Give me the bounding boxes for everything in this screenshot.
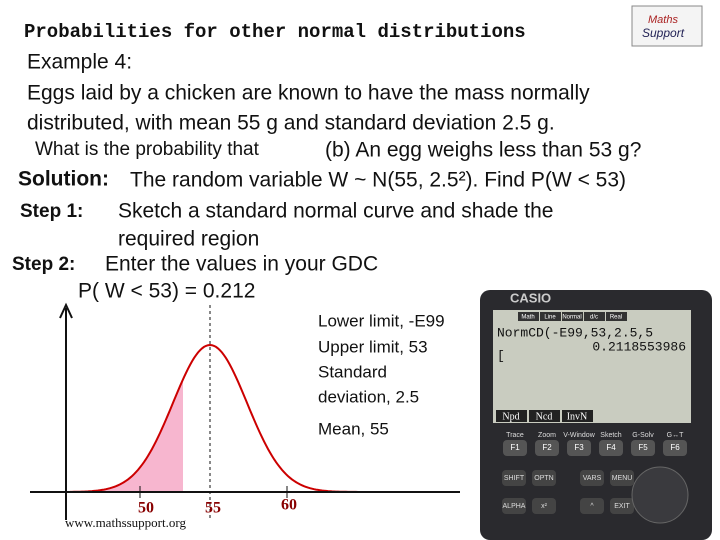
side-key [502, 498, 526, 514]
problem-line: What is the probability that [35, 139, 260, 160]
note: Upper limit, 53 [318, 337, 428, 356]
soft-key-label: Ncd [536, 411, 553, 422]
f-key-label: F1 [510, 443, 520, 452]
f-key [503, 440, 527, 456]
f-key-label: F5 [638, 443, 648, 452]
side-key-label: SHIFT [504, 475, 525, 482]
step-text: Enter the values in your GDC [105, 253, 378, 276]
sketch-label: 55 [205, 500, 221, 517]
side-key [580, 498, 604, 514]
soft-key [529, 410, 560, 422]
note: Lower limit, -E99 [318, 311, 445, 330]
side-key-label: VARS [583, 475, 602, 482]
arrow [59, 302, 73, 319]
note: Mean, 55 [318, 419, 389, 438]
key-label: G-Solv [632, 432, 654, 439]
sketch-label: 50 [138, 500, 154, 517]
step-label: Step 1: [20, 201, 83, 222]
f-key-label: F2 [542, 443, 552, 452]
logo-text: Support [642, 26, 685, 40]
note: deviation, 2.5 [318, 387, 419, 406]
side-key [610, 470, 634, 486]
screen-output: 0.2118553986 [592, 339, 686, 354]
menu-tab [562, 312, 583, 321]
d-pad [631, 466, 689, 524]
sketch-label: 60 [281, 497, 297, 514]
soft-key-label: InvN [567, 411, 588, 422]
title: Probabilities for other normal distribut… [24, 21, 526, 43]
website: www.mathssupport.org [65, 515, 186, 530]
problem-line: Eggs laid by a chicken are known to have… [27, 82, 590, 105]
side-key-label: ^ [590, 503, 594, 510]
side-key [610, 498, 634, 514]
solution-label: Solution: [18, 168, 109, 191]
side-key-label: ALPHA [503, 503, 526, 510]
key-label: Sketch [600, 432, 622, 439]
shaded-region [66, 379, 183, 492]
soft-key-label: Npd [502, 411, 519, 422]
soft-key [562, 410, 593, 422]
calculator: CASIO Math Line Normal d/c Real NormCD(-E99,… [480, 290, 712, 540]
side-key [532, 470, 556, 486]
key-label: V-Window [563, 432, 595, 439]
note: Standard [318, 362, 387, 381]
f-key [631, 440, 655, 456]
key-label: G↔T [667, 432, 684, 439]
menu-tab [606, 312, 627, 321]
side-key-label: MENU [612, 475, 633, 482]
key-label: Zoom [538, 432, 556, 439]
menu-tab-label: d/c [590, 315, 598, 321]
brand: CASIO [510, 290, 551, 305]
cursor: [ [497, 348, 505, 363]
key-label: Trace [506, 432, 524, 439]
screen [493, 310, 691, 423]
side-key [532, 498, 556, 514]
menu-tab-label: Normal [562, 315, 581, 321]
f-key [567, 440, 591, 456]
f-key-label: F4 [606, 443, 616, 452]
side-key-label: x² [541, 503, 548, 510]
step-text: required region [118, 228, 259, 251]
normal-sketch: 50 55 60 www.mathssupport.org [30, 302, 460, 530]
f-key-label: F3 [574, 443, 584, 452]
side-key-label: EXIT [614, 503, 630, 510]
step-text: Sketch a standard normal curve and shade… [118, 200, 553, 223]
f-key-label: F6 [670, 443, 680, 452]
f-key [599, 440, 623, 456]
menu-tab [584, 312, 605, 321]
logo: Maths Support [631, 5, 703, 47]
solution: The random variable W ~ N(55, 2.5²). Fin… [130, 169, 626, 192]
side-key [580, 470, 604, 486]
side-key [502, 470, 526, 486]
result: P( W < 53) = 0.212 [78, 280, 255, 303]
side-key-label: OPTN [534, 475, 553, 482]
menu-tab-label: Line [544, 315, 556, 321]
menu-tab [518, 312, 539, 321]
screen-input: NormCD(-E99,53,2.5,5 [497, 325, 653, 340]
soft-key [496, 410, 527, 422]
step-label: Step 2: [12, 254, 75, 275]
f-key [663, 440, 687, 456]
menu-tab-label: Math [521, 315, 534, 321]
menu-tab-label: Real [610, 315, 622, 321]
f-key [535, 440, 559, 456]
menu-tab [540, 312, 561, 321]
example: Example 4: [27, 51, 132, 74]
question: (b) An egg weighs less than 53 g? [325, 139, 641, 162]
logo-text: Maths [648, 14, 678, 26]
problem-line: distributed, with mean 55 g and standard… [27, 112, 555, 135]
